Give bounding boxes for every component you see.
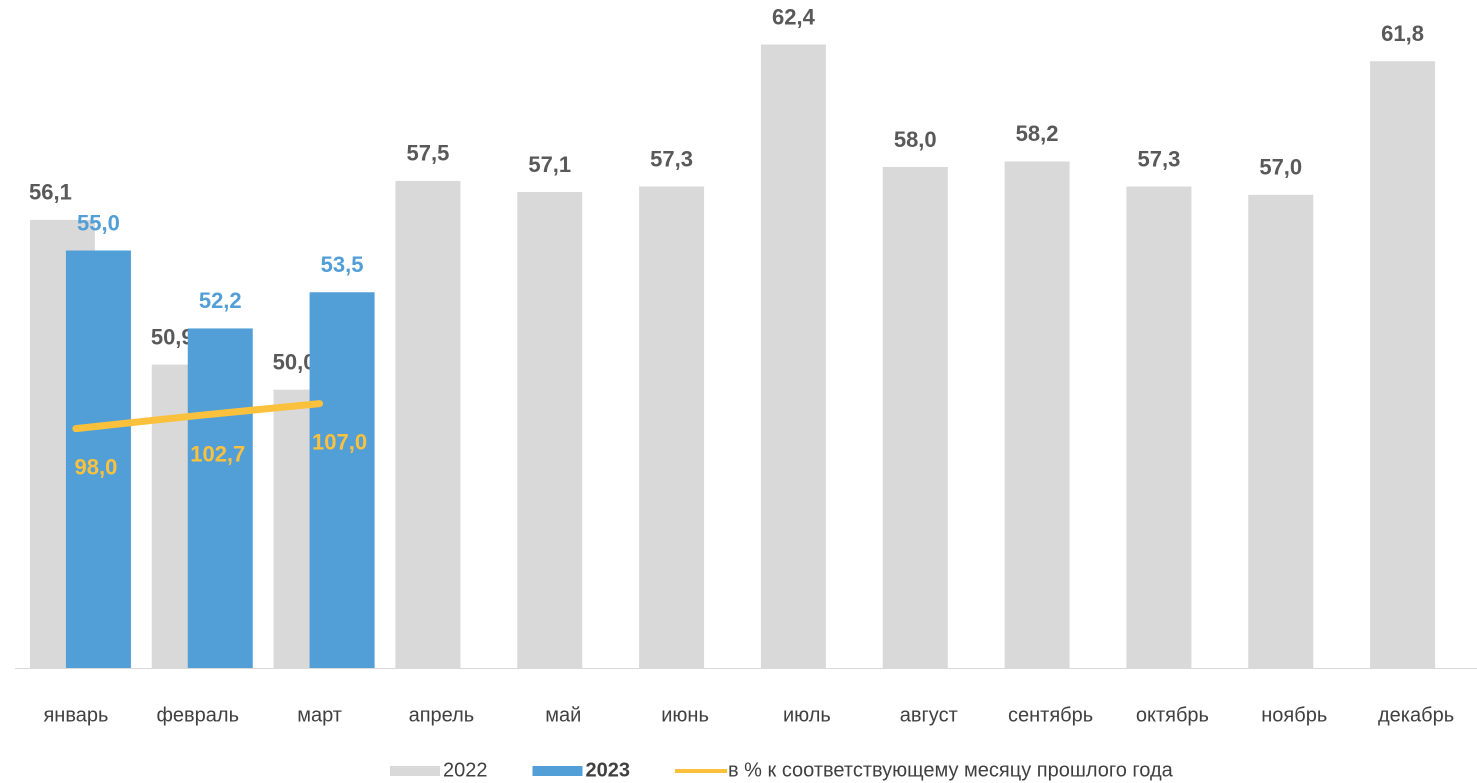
- x-tick-label: март: [297, 704, 342, 726]
- bar: [187, 328, 253, 668]
- data-label: 107,0: [312, 429, 367, 454]
- x-tick-label: февраль: [156, 704, 239, 726]
- data-label: 58,0: [894, 127, 937, 152]
- legend-label: 2022: [443, 759, 488, 781]
- legend-label: в % к соответствующему месяцу прошлого г…: [728, 759, 1174, 781]
- bar: [1126, 186, 1192, 668]
- data-label: 57,3: [650, 146, 693, 171]
- bar: [517, 192, 583, 669]
- bar: [309, 292, 375, 668]
- bar: [65, 250, 131, 668]
- bar: [882, 167, 948, 668]
- bar: [1370, 61, 1436, 668]
- x-tick-label: июль: [783, 704, 831, 726]
- data-label: 52,2: [199, 288, 242, 313]
- data-label: 55,0: [77, 210, 120, 235]
- x-tick-label: июнь: [661, 704, 709, 726]
- bar: [1248, 194, 1314, 669]
- data-label: 50,9: [151, 324, 194, 349]
- x-tick-label: апрель: [409, 704, 475, 726]
- bar: [760, 44, 826, 669]
- data-label: 57,3: [1138, 146, 1181, 171]
- x-tick-label: сентябрь: [1008, 704, 1093, 726]
- data-label: 62,4: [772, 4, 816, 29]
- data-label: 57,5: [407, 141, 450, 166]
- x-tick-label: октябрь: [1136, 704, 1209, 726]
- x-tick-label: май: [545, 704, 581, 726]
- line: [72, 400, 324, 433]
- data-label: 61,8: [1381, 21, 1424, 46]
- data-label: 98,0: [75, 454, 118, 479]
- data-label: 102,7: [190, 441, 245, 466]
- data-label: 57,1: [528, 152, 571, 177]
- x-tick-label: август: [900, 704, 958, 726]
- legend-swatch: [532, 766, 583, 776]
- bar: [395, 180, 461, 668]
- data-label: 58,2: [1016, 121, 1059, 146]
- data-label: 56,1: [29, 180, 72, 205]
- legend-swatch: [390, 766, 440, 776]
- bar: [1004, 161, 1070, 668]
- data-label: 50,0: [273, 349, 316, 374]
- data-label: 53,5: [321, 252, 364, 277]
- x-tick-label: декабрь: [1378, 704, 1454, 726]
- x-tick-label: ноябрь: [1261, 704, 1327, 726]
- legend-label: 2023: [586, 759, 631, 781]
- x-tick-label: январь: [43, 704, 108, 726]
- data-label: 57,0: [1259, 155, 1302, 180]
- bar: [639, 186, 705, 668]
